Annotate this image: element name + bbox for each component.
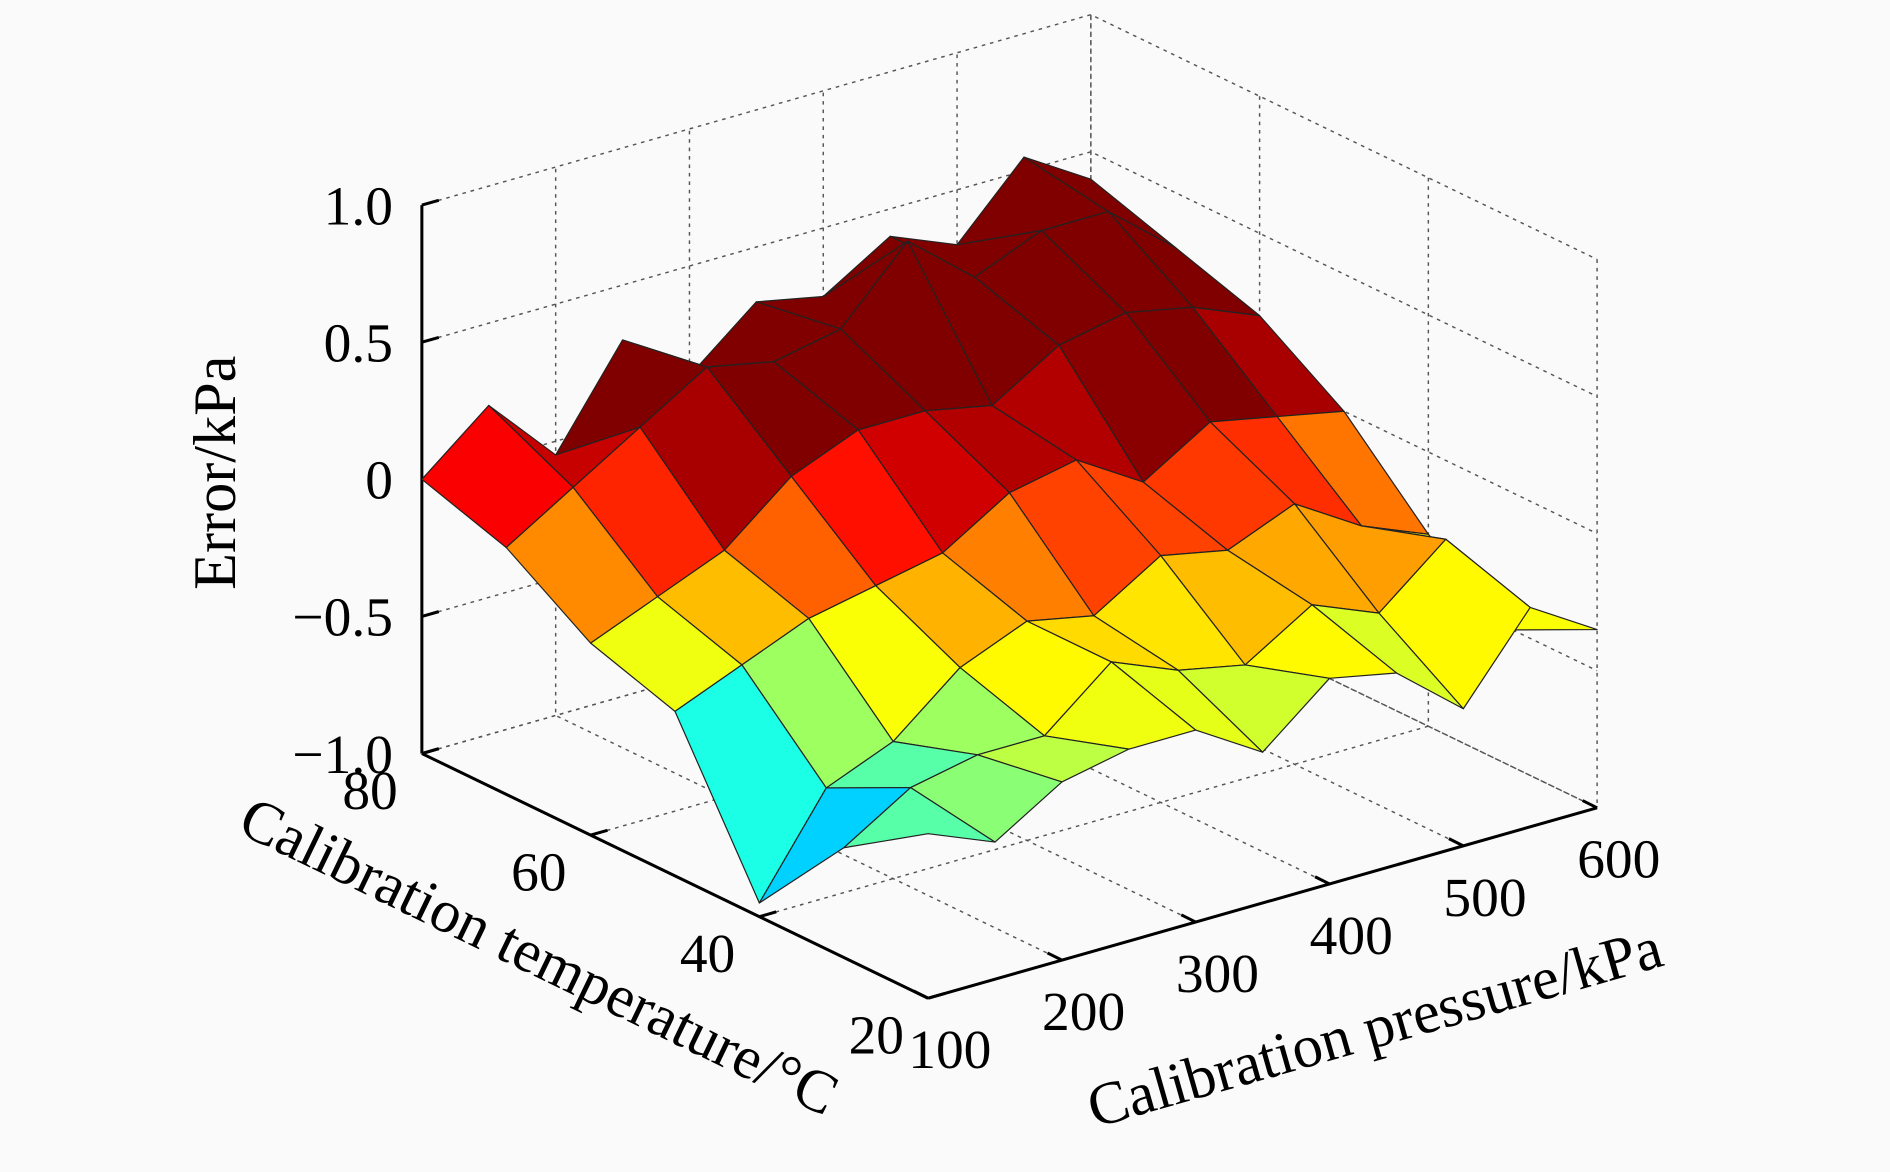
x-tick-label: 300: [1176, 943, 1259, 1004]
y-tick-label: 20: [849, 1005, 904, 1066]
grid-line: [554, 167, 1063, 961]
y-tick-label: 80: [342, 760, 397, 821]
surface-face: [843, 786, 996, 849]
surface: [421, 156, 1598, 904]
z-axis-title: Error/kPa: [182, 356, 249, 590]
y-tick: [590, 828, 608, 837]
x-tick: [1046, 951, 1063, 962]
x-tick: [1314, 875, 1331, 886]
grid-line: [956, 52, 1464, 847]
x-tick-label: 500: [1443, 867, 1526, 928]
x-tick: [1581, 799, 1598, 810]
x-tick: [912, 989, 929, 1000]
grid-line: [1090, 14, 1598, 809]
z-tick: [421, 610, 440, 618]
z-tick: [421, 198, 440, 207]
x-tick-label: 400: [1310, 905, 1393, 966]
z-tick-label: −1.0: [292, 724, 393, 785]
x-axis: [927, 806, 1598, 1000]
y-tick-label: 60: [511, 842, 566, 903]
y-axis: [421, 752, 929, 1000]
y-tick: [421, 747, 440, 755]
y-tick: [927, 991, 946, 1000]
x-tick: [1180, 913, 1197, 924]
grid-line: [688, 128, 1197, 923]
x-tick-label: 600: [1577, 829, 1660, 890]
z-tick-label: −0.5: [292, 587, 393, 648]
z-tick: [421, 335, 440, 344]
z-tick-label: 1.0: [324, 175, 393, 236]
x-tick: [1448, 837, 1464, 848]
y-tick: [758, 910, 777, 919]
x-tick-label: 200: [1042, 981, 1125, 1042]
y-tick-label: 40: [680, 923, 735, 984]
x-tick-label: 100: [908, 1019, 991, 1080]
grid-line: [822, 90, 1330, 885]
z-tick-label: 0.5: [324, 313, 393, 374]
z-tick-label: 0: [365, 450, 393, 511]
